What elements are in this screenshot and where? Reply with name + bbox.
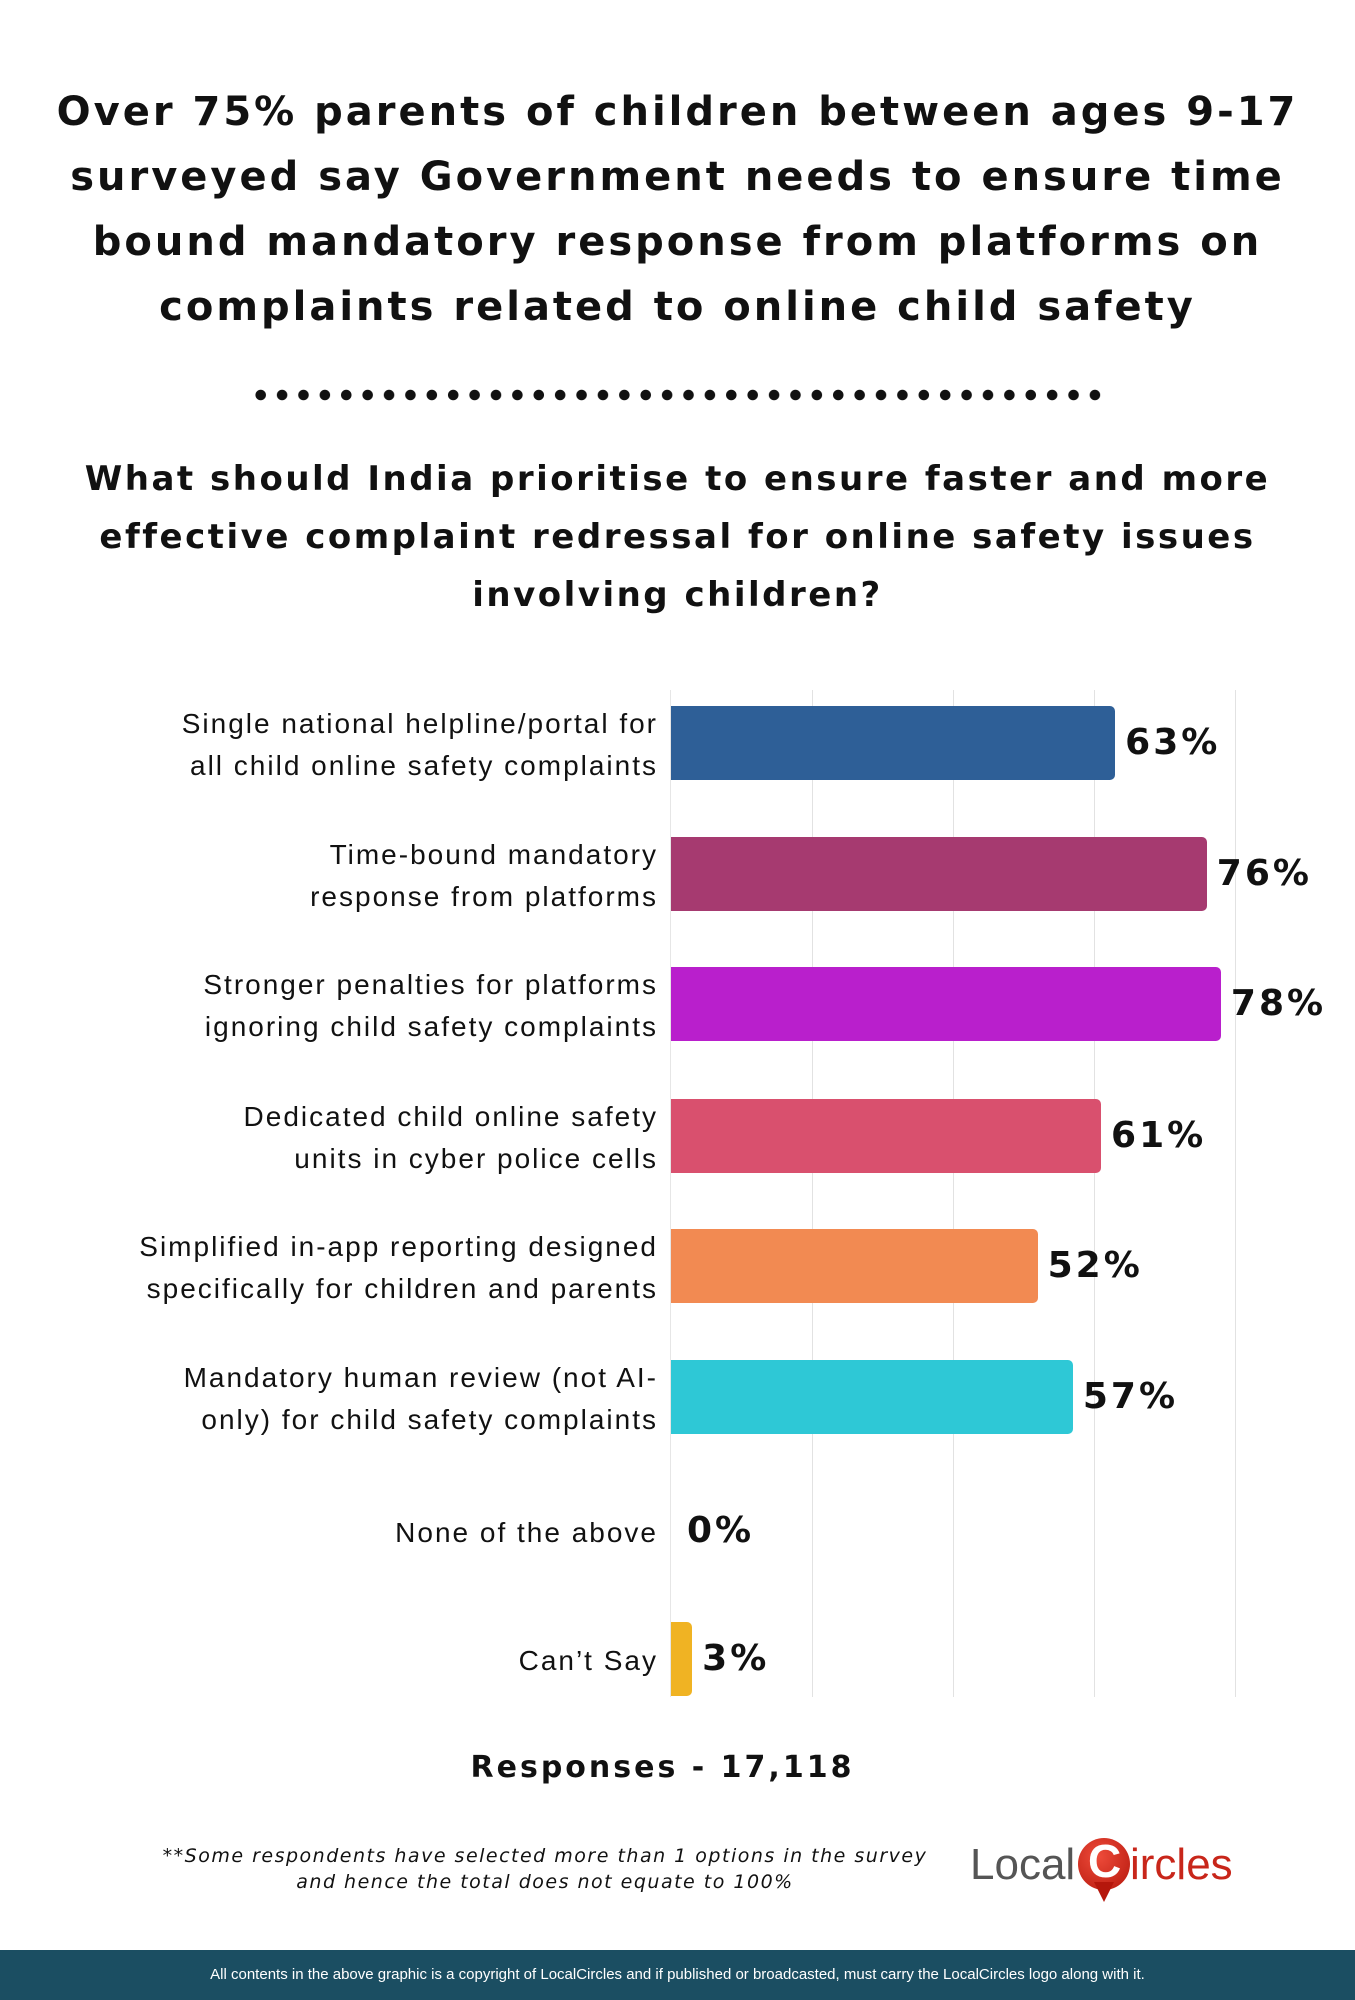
localcircles-logo: Local C ircles [970, 1832, 1240, 1912]
headline-line: Over 75% parents of children between age… [56, 89, 1299, 135]
bar [671, 1229, 1038, 1303]
headline: Over 75% parents of children between age… [0, 80, 1355, 340]
category-label-line: only) for child safety complaints [201, 1404, 658, 1435]
category-label: None of the above [0, 1512, 658, 1554]
gridline [1094, 690, 1095, 1697]
category-label: Single national helpline/portal for all c… [0, 703, 658, 787]
category-label: Mandatory human review (not AI-only) for… [0, 1357, 658, 1441]
value-label: 78% [1230, 983, 1327, 1024]
headline-line: complaints related to online child safet… [159, 284, 1196, 330]
survey-question: What should India prioritise to ensure f… [0, 450, 1355, 624]
category-label-line: all child online safety complaints [190, 750, 658, 781]
category-label-line: specifically for children and parents [146, 1273, 658, 1304]
category-label: Dedicated child online safety units in cy… [0, 1096, 658, 1180]
question-line: effective complaint redressal for online… [99, 517, 1256, 557]
value-label: 52% [1047, 1245, 1143, 1286]
category-label-line: Dedicated child online safety [243, 1101, 658, 1132]
value-label: 63% [1125, 722, 1221, 763]
gridline [812, 690, 813, 1697]
category-label-line: None of the above [395, 1517, 658, 1548]
headline-line: bound mandatory response from platforms … [92, 219, 1263, 265]
category-label-line: Time-bound mandatory [329, 839, 658, 870]
value-label: 76% [1216, 853, 1312, 894]
footnote: **Some respondents have selected more th… [130, 1843, 960, 1895]
dotted-divider [250, 385, 1105, 405]
category-label: Can’t Say [0, 1640, 658, 1682]
logo-text-circles: ircles [1130, 1840, 1233, 1889]
bar [671, 967, 1221, 1041]
footnote-line: and hence the total does not equate to 1… [296, 1871, 794, 1893]
category-label-line: Simplified in-app reporting designed [139, 1231, 658, 1262]
bar [671, 1360, 1073, 1434]
value-label: 61% [1111, 1115, 1207, 1156]
category-label-line: units in cyber police cells [294, 1143, 658, 1174]
category-label-line: Stronger penalties for platforms [203, 969, 658, 1000]
footnote-line: **Some respondents have selected more th… [162, 1845, 928, 1867]
bar [671, 1622, 693, 1696]
responses-count: Responses - 17,118 [470, 1750, 855, 1785]
headline-line: surveyed say Government needs to ensure … [70, 154, 1285, 200]
question-line: involving children? [472, 575, 883, 615]
category-label: Stronger penalties for platforms ignoring… [0, 964, 658, 1048]
value-label: 0% [687, 1510, 755, 1551]
logo-c: C [1088, 1835, 1122, 1887]
category-label-line: Single national helpline/portal for [181, 708, 658, 739]
copyright-footer: All contents in the above graphic is a c… [0, 1950, 1355, 2000]
gridline [1235, 690, 1236, 1697]
bar [671, 1099, 1102, 1173]
bar [671, 706, 1116, 780]
category-label-line: response from platforms [310, 881, 658, 912]
question-line: What should India prioritise to ensure f… [84, 459, 1271, 499]
value-label: 3% [702, 1638, 770, 1679]
bar [671, 837, 1207, 911]
gridline [953, 690, 954, 1697]
bar-chart: Single national helpline/portal for all c… [0, 690, 1355, 1700]
category-label-line: Can’t Say [518, 1645, 658, 1676]
value-label: 57% [1082, 1376, 1179, 1417]
category-label-line: ignoring child safety complaints [204, 1011, 658, 1042]
category-label: Time-bound mandatory response from platfo… [0, 834, 658, 918]
logo-text-local: Local [970, 1840, 1076, 1889]
logo-pin-icon: C [1078, 1835, 1130, 1902]
category-label: Simplified in-app reporting designed spec… [0, 1226, 658, 1310]
category-label-line: Mandatory human review (not AI- [183, 1362, 658, 1393]
y-axis-line [670, 690, 671, 1697]
